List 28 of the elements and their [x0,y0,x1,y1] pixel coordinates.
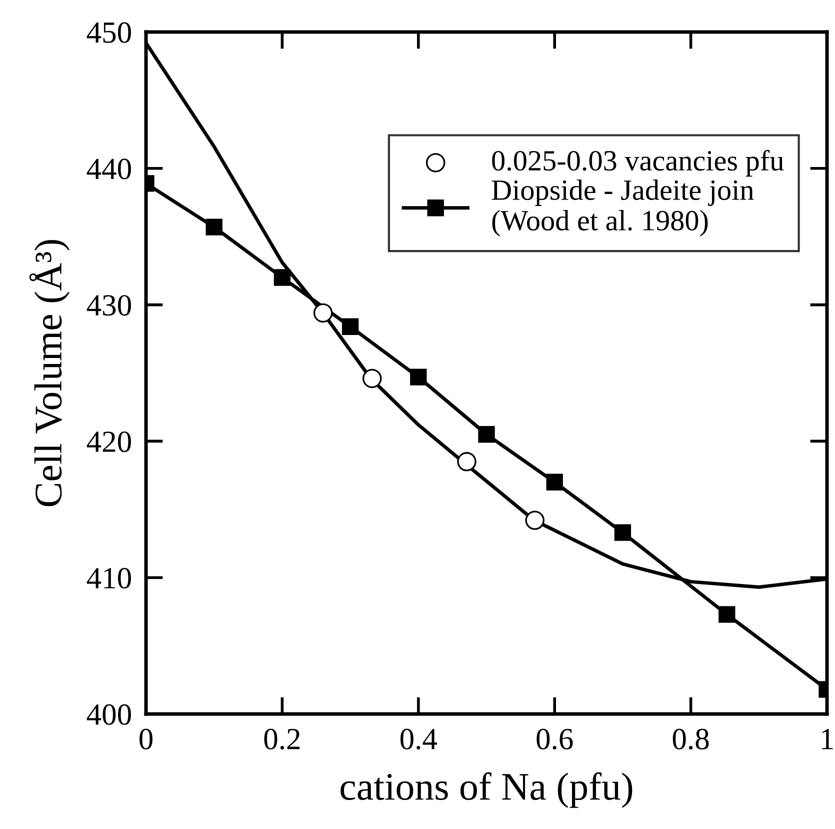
point [546,474,563,490]
x-tick-label: 0.6 [536,728,573,750]
legend-label: 0.025-0.03 vacancies pfu [492,150,784,177]
point [342,318,359,335]
y-tick-label: 420 [86,431,131,452]
point [614,524,632,541]
legend-label: Diopside - Jadeite join (Wood et al. 1980) [492,179,754,236]
y-axis-title: Cell Volume (Å³) [29,240,70,506]
point [313,303,333,323]
y-tick-label: 400 [86,704,131,725]
x-tick-label: 1 [822,728,833,750]
x-tick-label: 0.8 [672,728,709,750]
y-tick-label: 450 [86,22,131,43]
point [206,218,222,236]
point [362,368,382,388]
x-tick-label: 0.2 [264,728,300,750]
point [718,606,736,623]
point [457,452,476,472]
point [478,426,495,443]
point [525,510,544,530]
y-tick-label: 430 [86,295,131,316]
x-tick-label: 0 [140,728,152,750]
x-axis-title: cations of Na (pfu) [340,772,632,808]
y-tick-label: 440 [86,158,131,180]
point [274,269,291,286]
y-tick-label: 410 [86,568,131,588]
x-tick-label: 0.4 [400,728,438,750]
point [410,368,427,386]
